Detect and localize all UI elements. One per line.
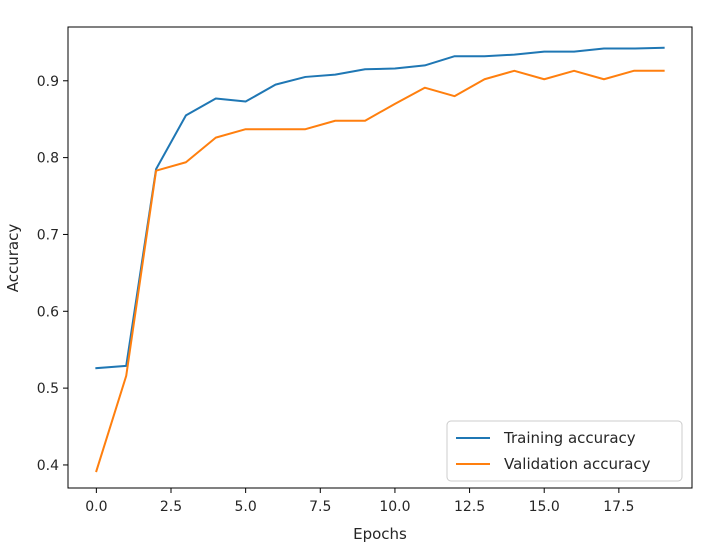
x-tick-label: 7.5 [309, 499, 331, 515]
y-axis: 0.4 0.5 0.6 0.7 0.8 0.9 [37, 74, 68, 474]
x-tick-label: 17.5 [603, 499, 634, 515]
x-tick-label: 2.5 [160, 499, 182, 515]
series-line-training-accuracy [95, 46, 665, 370]
legend: Training accuracy Validation accuracy [446, 420, 683, 482]
legend-label-validation-accuracy: Validation accuracy [504, 455, 651, 473]
y-tick-label: 0.9 [37, 74, 59, 90]
x-tick-label: 0.0 [85, 499, 107, 515]
x-tick-label: 15.0 [529, 499, 560, 515]
y-tick-label: 0.6 [37, 304, 59, 320]
x-tick-label: 12.5 [454, 499, 485, 515]
y-tick-label: 0.5 [37, 381, 59, 397]
y-tick-label: 0.8 [37, 151, 59, 167]
y-axis-label: Accuracy [4, 224, 22, 293]
plot-frame [67, 26, 693, 489]
x-tick-label: 5.0 [235, 499, 257, 515]
x-axis-label: Epochs [353, 525, 407, 543]
x-tick-label: 10.0 [379, 499, 410, 515]
x-axis: 0.0 2.5 5.0 7.5 10.0 12.5 15.0 17.5 [85, 488, 634, 515]
legend-box [446, 420, 683, 482]
y-tick-label: 0.7 [37, 227, 59, 243]
y-tick-label: 0.4 [37, 458, 59, 474]
series-line-validation-accuracy [95, 69, 665, 473]
series-layer [95, 46, 665, 473]
legend-label-training-accuracy: Training accuracy [503, 429, 636, 447]
